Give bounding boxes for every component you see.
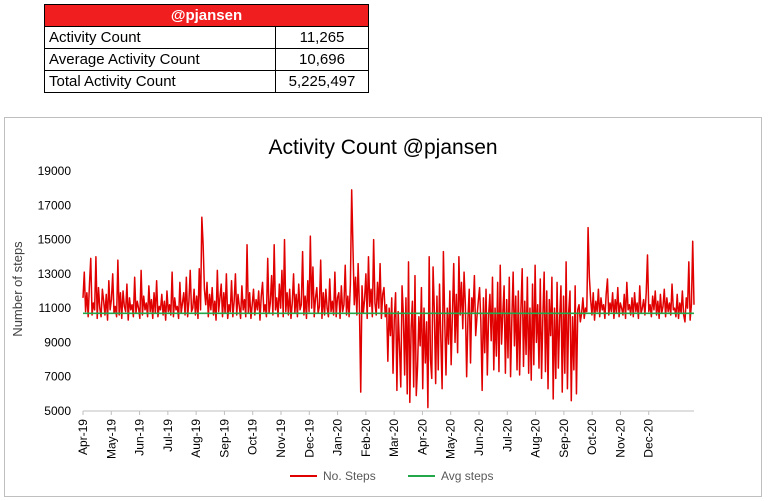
x-tick-label: Nov-20 [613, 419, 627, 458]
legend-label-no-steps: No. Steps [323, 469, 376, 483]
x-tick-label: Apr-20 [415, 419, 429, 455]
y-axis-label: Number of steps [10, 241, 25, 337]
y-tick-label: 11000 [39, 301, 72, 315]
activity-chart: Activity Count @pjansen Number of steps … [10, 136, 695, 483]
series-no-steps-line [82, 189, 695, 409]
stats-row-total-activity-count: Total Activity Count 5,225,497 [44, 70, 369, 93]
x-axis: Apr-19 May-19 Jun-19 Jul-19 Aug-19 Sep-19 Oct-… [76, 410, 694, 459]
legend-label-avg-steps: Avg steps [441, 469, 493, 483]
y-tick-label: 15000 [38, 233, 72, 247]
x-tick-label: May-19 [104, 419, 118, 459]
stats-value: 5,225,497 [275, 70, 369, 93]
x-tick-label: Dec-20 [642, 419, 656, 458]
x-tick-label: Feb-20 [359, 419, 373, 457]
stats-label: Average Activity Count [44, 48, 276, 71]
y-tick-label: 7000 [44, 370, 71, 384]
y-tick-label: 13000 [38, 267, 72, 281]
x-tick-label: Dec-19 [302, 419, 316, 458]
legend: No. Steps Avg steps [290, 469, 493, 483]
x-tick-label: Aug-20 [529, 419, 543, 458]
stats-row-activity-count: Activity Count 11,265 [44, 26, 369, 49]
x-tick-label: Jun-20 [472, 419, 486, 456]
x-tick-label: Jun-19 [133, 419, 147, 456]
y-tick-label: 9000 [44, 335, 71, 349]
x-tick-label: Aug-19 [189, 419, 203, 458]
stats-label: Activity Count [44, 26, 276, 49]
stats-table: @pjansen Activity Count 11,265 Average A… [44, 4, 369, 93]
stats-value: 11,265 [275, 26, 369, 49]
x-tick-label: Apr-19 [76, 419, 90, 455]
stats-label: Total Activity Count [44, 70, 276, 93]
stats-header: @pjansen [44, 4, 369, 27]
x-tick-label: Mar-20 [387, 419, 401, 457]
x-tick-label: Sep-19 [217, 419, 231, 458]
x-tick-label: Jul-19 [161, 419, 175, 452]
x-tick-label: Oct-20 [585, 419, 599, 455]
y-tick-label: 17000 [38, 198, 72, 212]
chart-container: Activity Count @pjansen Number of steps … [4, 117, 762, 497]
y-tick-label: 19000 [38, 164, 72, 178]
series-layer [82, 189, 695, 409]
stats-value: 10,696 [275, 48, 369, 71]
x-tick-label: Oct-19 [246, 419, 260, 455]
x-tick-label: Nov-19 [274, 419, 288, 458]
y-tick-label: 5000 [44, 404, 71, 418]
y-axis: 5000 7000 9000 11000 13000 15000 17000 19000 [38, 164, 72, 418]
x-tick-label: Jan-20 [331, 419, 345, 456]
x-tick-label: Jul-20 [500, 419, 514, 452]
chart-title: Activity Count @pjansen [268, 136, 497, 159]
stats-row-average-activity-count: Average Activity Count 10,696 [44, 48, 369, 71]
x-tick-label: Sep-20 [557, 419, 571, 458]
x-tick-label: May-20 [444, 419, 458, 459]
